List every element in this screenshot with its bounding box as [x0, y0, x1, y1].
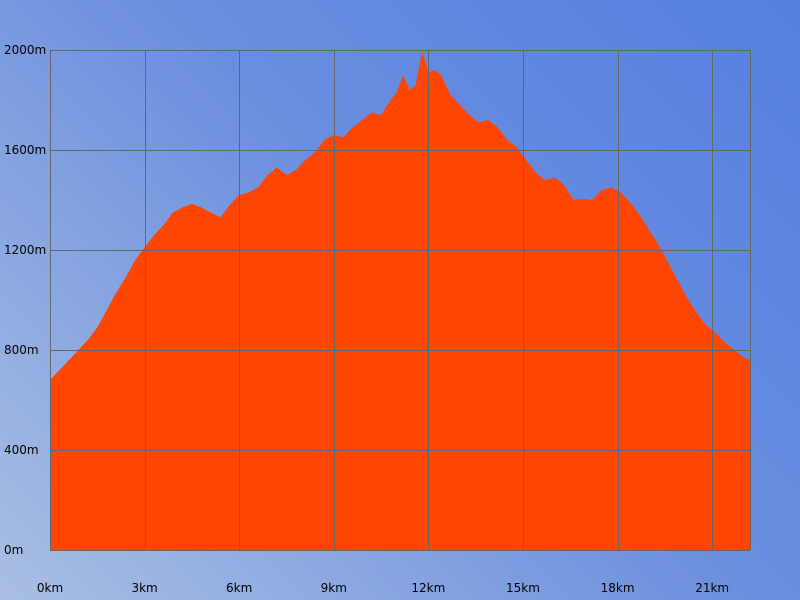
x-tick-label: 12km	[411, 581, 445, 595]
x-tick-label: 0km	[37, 581, 63, 595]
area-layer	[50, 51, 750, 551]
x-tick-label: 3km	[131, 581, 157, 595]
y-tick-label: 1200m	[4, 243, 46, 257]
x-tick-label: 18km	[601, 581, 635, 595]
x-tick-label: 15km	[506, 581, 540, 595]
grid-layer	[50, 50, 751, 551]
label-layer: 0m 400m 800m 1200m 1600m 2000m 0km 3km 6km 9km 12k…	[4, 43, 729, 595]
x-tick-label: 6km	[226, 581, 252, 595]
y-tick-label: 1600m	[4, 143, 46, 157]
y-tick-label: 800m	[4, 343, 39, 357]
x-tick-label: 9km	[321, 581, 347, 595]
elevation-area	[50, 51, 750, 551]
y-tick-label: 400m	[4, 443, 39, 457]
x-tick-label: 21km	[695, 581, 729, 595]
y-tick-label: 0m	[4, 543, 23, 557]
y-tick-label: 2000m	[4, 43, 46, 57]
